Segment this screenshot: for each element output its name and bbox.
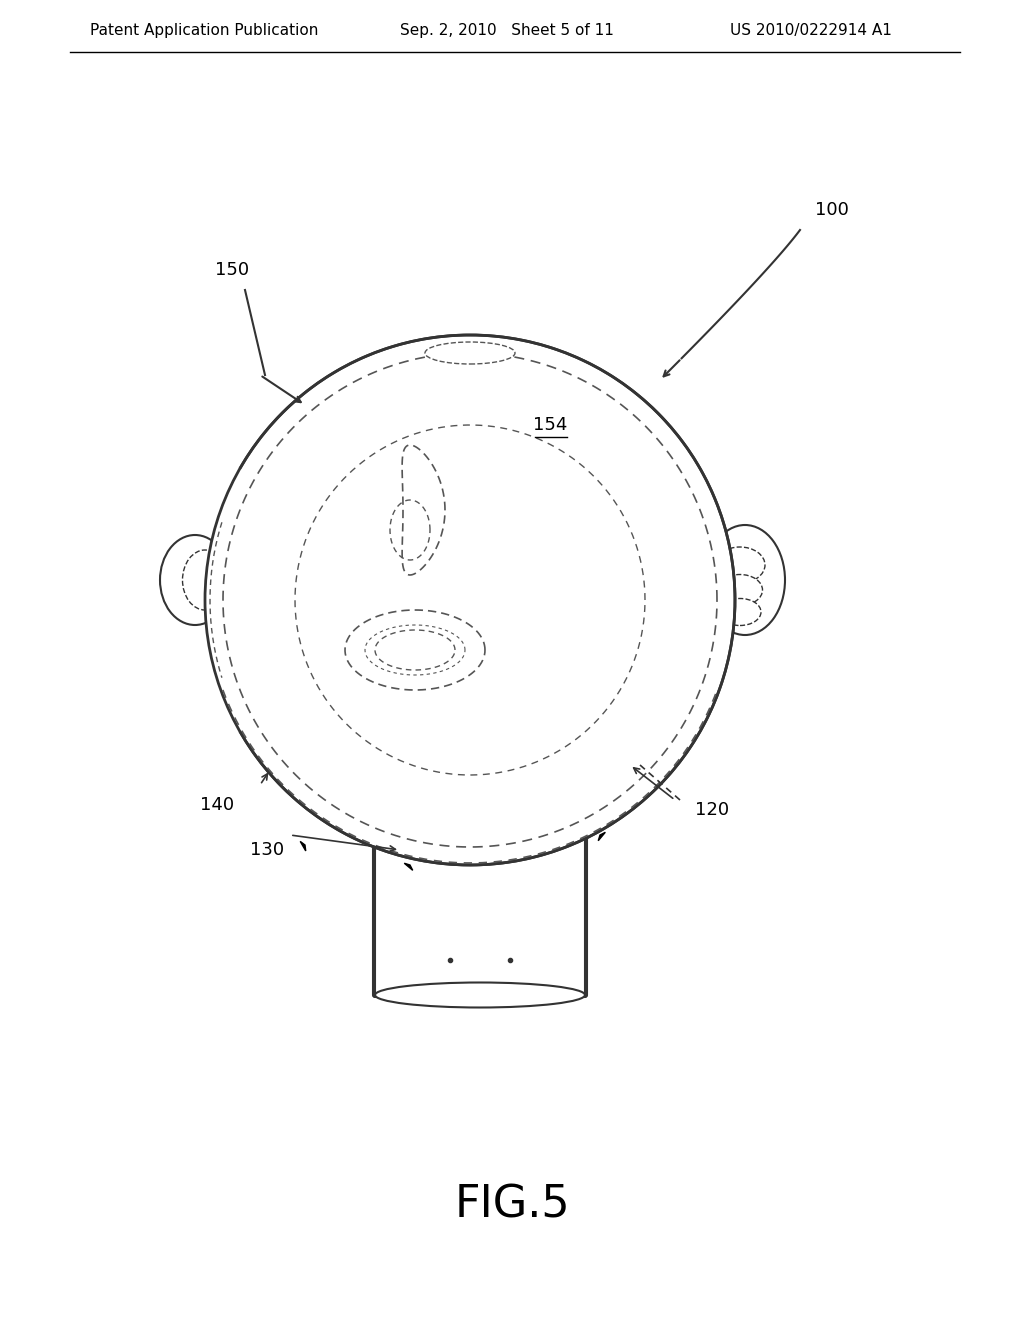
Text: US 2010/0222914 A1: US 2010/0222914 A1 [730, 22, 892, 38]
FancyBboxPatch shape [373, 833, 587, 997]
Text: 154: 154 [532, 416, 567, 434]
Ellipse shape [160, 535, 230, 624]
Ellipse shape [375, 982, 585, 1007]
Ellipse shape [182, 550, 227, 610]
Text: Patent Application Publication: Patent Application Publication [90, 22, 318, 38]
Text: 100: 100 [815, 201, 849, 219]
Polygon shape [404, 863, 413, 870]
Ellipse shape [375, 820, 585, 850]
Text: 130: 130 [250, 841, 284, 859]
Ellipse shape [425, 342, 515, 364]
Polygon shape [300, 841, 306, 851]
Circle shape [205, 335, 735, 865]
Ellipse shape [715, 546, 765, 583]
Ellipse shape [705, 525, 785, 635]
Text: Sep. 2, 2010   Sheet 5 of 11: Sep. 2, 2010 Sheet 5 of 11 [400, 22, 613, 38]
Text: FIG.5: FIG.5 [455, 1184, 569, 1226]
Text: 150: 150 [215, 261, 249, 279]
Text: 120: 120 [695, 801, 729, 818]
Wedge shape [205, 467, 470, 733]
Text: 140: 140 [200, 796, 234, 814]
Ellipse shape [718, 574, 763, 606]
Polygon shape [598, 833, 605, 841]
Wedge shape [470, 467, 735, 733]
Ellipse shape [719, 598, 761, 626]
